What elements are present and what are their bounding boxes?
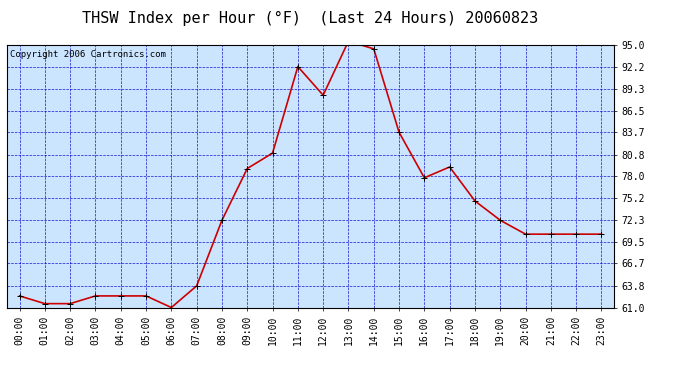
Text: THSW Index per Hour (°F)  (Last 24 Hours) 20060823: THSW Index per Hour (°F) (Last 24 Hours)… xyxy=(82,11,539,26)
Text: Copyright 2006 Cartronics.com: Copyright 2006 Cartronics.com xyxy=(10,50,166,59)
